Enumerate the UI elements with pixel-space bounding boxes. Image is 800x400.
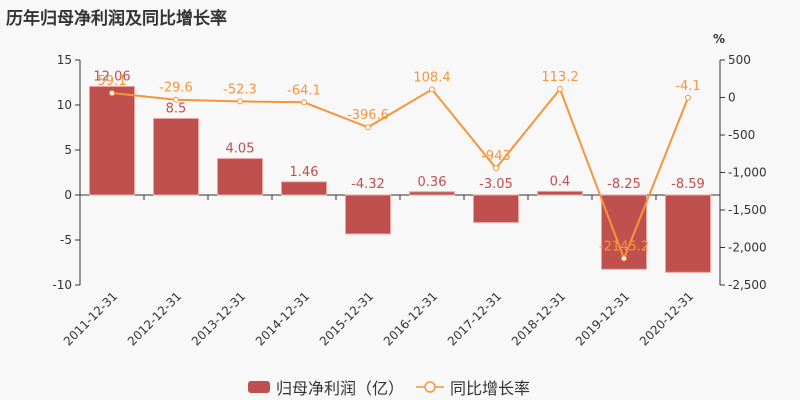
bar-swatch-icon [248, 381, 270, 393]
line-point[interactable] [365, 124, 371, 131]
bar-value-label: 0.4 [550, 174, 571, 189]
legend: 归母净利润（亿） 同比增长率 [248, 375, 542, 399]
x-axis-category-label: 2018-12-31 [509, 289, 568, 348]
line-point[interactable] [237, 98, 243, 105]
bar-value-label: -4.32 [351, 177, 385, 192]
right-axis-tick-label: -2,500 [728, 278, 767, 292]
bar-value-label: -8.59 [671, 177, 705, 192]
line-value-label: -396.6 [347, 108, 389, 123]
line-value-label: -64.1 [287, 83, 321, 98]
bar[interactable] [89, 85, 135, 196]
left-axis-tick-label: 5 [64, 143, 72, 157]
line-value-label: 113.2 [541, 70, 578, 85]
line-point[interactable] [173, 96, 179, 103]
line-point[interactable] [493, 165, 499, 172]
x-axis-category-label: 2014-12-31 [253, 289, 312, 348]
bar[interactable] [217, 158, 263, 196]
line-marker-icon [416, 381, 445, 393]
bar[interactable] [153, 118, 199, 196]
right-axis-tick-label: 500 [728, 53, 751, 67]
line-value-label: -29.6 [159, 81, 193, 96]
x-axis-category-label: 2013-12-31 [189, 289, 248, 348]
growth-line [111, 87, 689, 262]
legend-item-bar[interactable]: 归母净利润（亿） [248, 375, 404, 399]
line-value-label: -4.1 [675, 79, 700, 94]
line-value-label: -2145.2 [599, 239, 649, 254]
line-point[interactable] [557, 86, 563, 93]
left-axis-tick-label: 10 [57, 98, 72, 112]
x-axis-category-label: 2017-12-31 [445, 289, 504, 348]
bar-value-label: 4.05 [226, 142, 255, 157]
line-point[interactable] [301, 99, 307, 106]
x-axis-category-label: 2012-12-31 [125, 289, 184, 348]
chart-title: 历年归母净利润及同比增长率 [6, 9, 227, 29]
right-axis-tick-label: -500 [728, 128, 755, 142]
legend-item-line[interactable]: 同比增长率 [416, 375, 530, 399]
left-axis-tick-label: 0 [64, 188, 72, 202]
bar[interactable] [473, 194, 519, 223]
left-axis-tick-label: -10 [52, 278, 72, 292]
line-point[interactable] [429, 86, 435, 93]
line-value-label: 108.4 [413, 70, 450, 85]
bar-value-label: -3.05 [479, 177, 513, 192]
bar[interactable] [281, 181, 327, 196]
line-value-label: -943 [481, 149, 511, 164]
x-axis-category-label: 2015-12-31 [317, 289, 376, 348]
bar-value-label: 8.5 [166, 102, 187, 117]
bar[interactable] [409, 191, 455, 196]
x-axis-category-label: 2016-12-31 [381, 289, 440, 348]
line-point[interactable] [621, 255, 627, 262]
line-value-label: -52.3 [223, 82, 257, 97]
right-axis-tick-label: -1,500 [728, 203, 767, 217]
bar[interactable] [345, 194, 391, 235]
bar[interactable] [537, 190, 583, 196]
line-point[interactable] [109, 90, 115, 97]
left-axis-tick-label: -5 [60, 233, 72, 247]
bar-value-label: 12.06 [93, 69, 130, 84]
legend-line-label: 同比增长率 [450, 379, 531, 398]
line-value-label: 59.1 [98, 74, 127, 89]
right-axis-tick-label: -1,000 [728, 166, 767, 180]
legend-bar-label: 归母净利润（亿） [276, 379, 405, 398]
x-axis-category-label: 2020-12-31 [637, 289, 696, 348]
right-axis-unit: % [713, 32, 725, 46]
right-axis-tick-label: 0 [728, 91, 736, 105]
left-axis-tick-label: 15 [57, 53, 72, 67]
line-point[interactable] [685, 94, 691, 101]
bar-value-label: 1.46 [290, 165, 319, 180]
bar-value-label: -8.25 [607, 177, 641, 192]
x-axis-category-label: 2011-12-31 [61, 289, 120, 348]
bar-value-label: 0.36 [418, 175, 447, 190]
bar[interactable] [665, 194, 711, 273]
x-axis-category-label: 2019-12-31 [573, 289, 632, 348]
right-axis-tick-label: -2,000 [728, 241, 767, 255]
